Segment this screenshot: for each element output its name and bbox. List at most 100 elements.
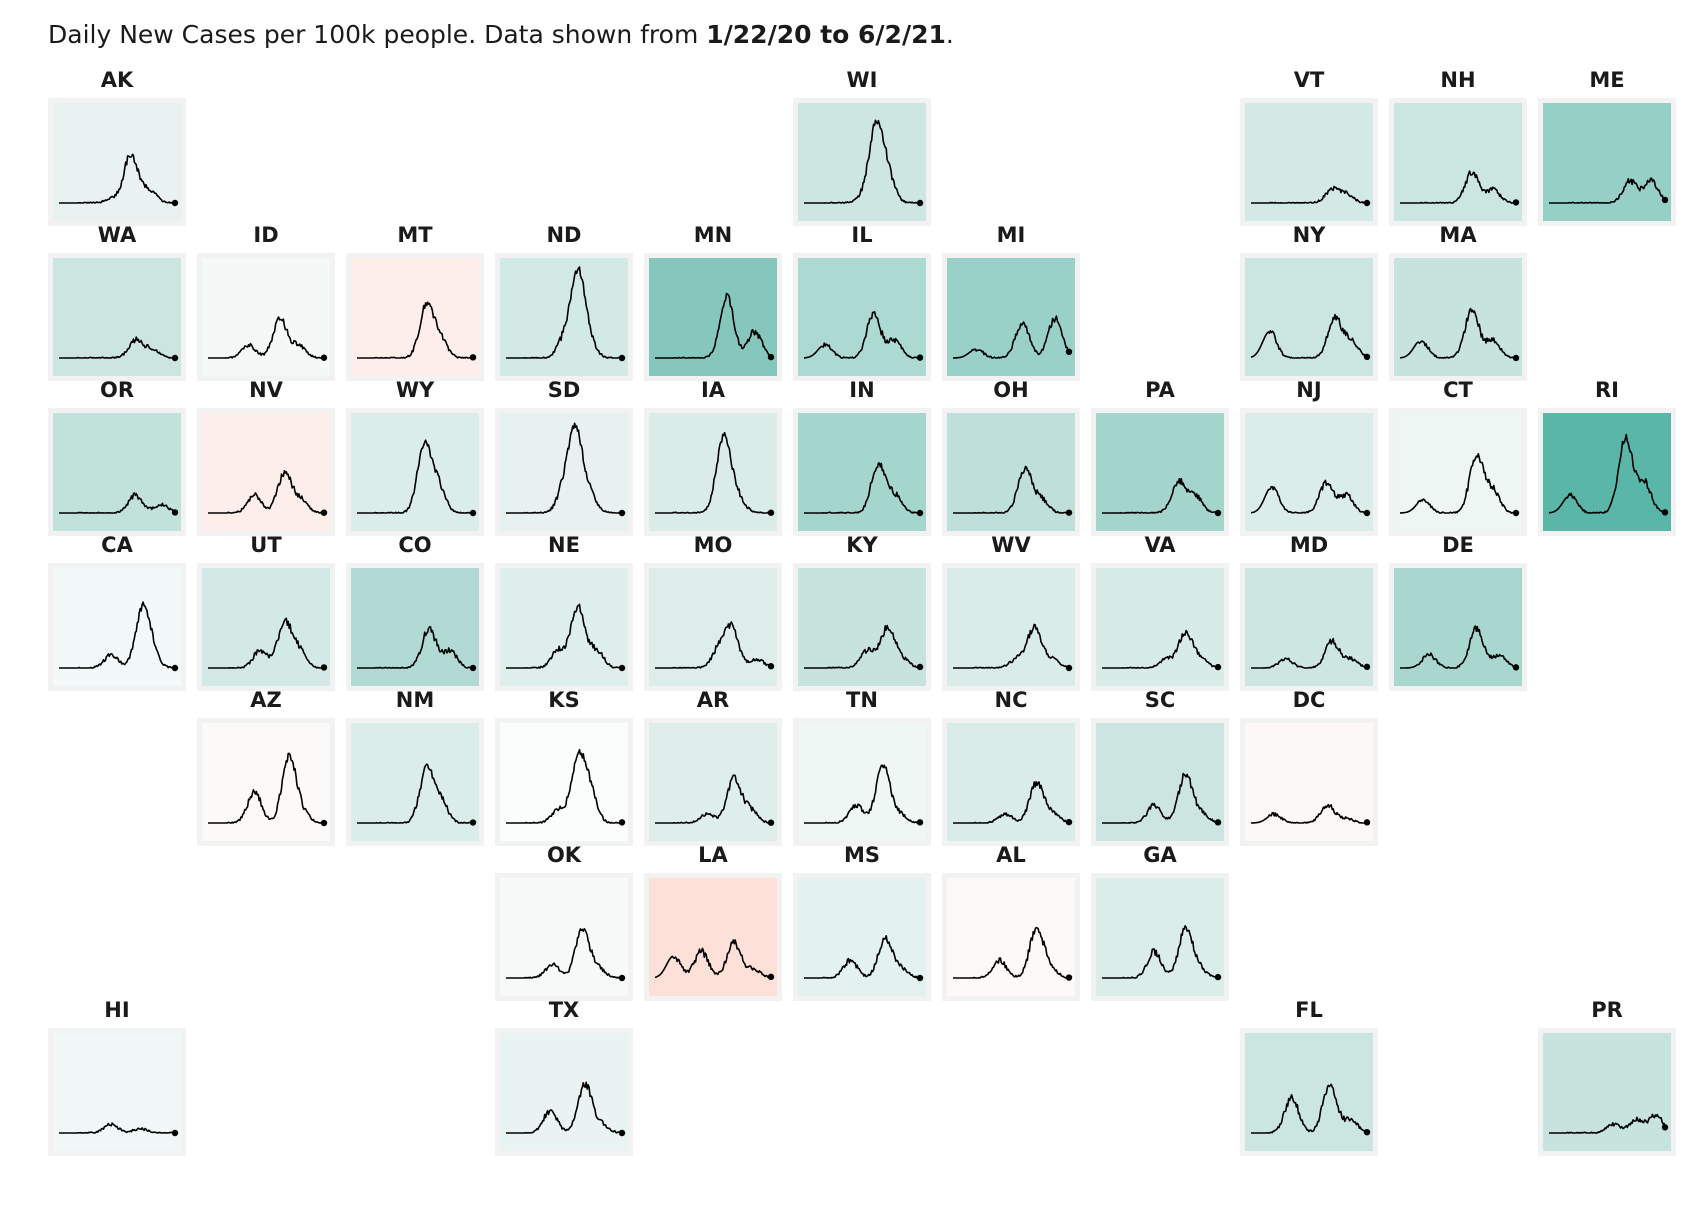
sparkline-al <box>942 873 1080 1001</box>
latest-point <box>469 509 477 517</box>
state-label: MT <box>397 223 433 247</box>
state-tile-id: ID <box>197 223 335 381</box>
state-label: PR <box>1591 998 1623 1022</box>
state-label: IL <box>851 223 873 247</box>
state-label: ME <box>1589 68 1625 92</box>
state-tile-in: IN <box>793 378 931 536</box>
state-label: WY <box>395 378 435 402</box>
cases-line <box>1549 1113 1666 1134</box>
latest-point <box>916 509 924 517</box>
cases-line <box>1102 925 1219 979</box>
state-tile-pr: PR <box>1538 998 1676 1156</box>
cases-line <box>804 934 921 979</box>
state-label: HI <box>104 998 130 1022</box>
state-label: WV <box>991 533 1031 557</box>
latest-point <box>171 354 179 362</box>
cases-line <box>953 623 1070 669</box>
state-tile-nd: ND <box>495 223 633 381</box>
latest-point <box>767 819 775 826</box>
cases-line <box>1400 452 1517 514</box>
cases-line <box>804 764 921 824</box>
tile-background <box>202 258 330 376</box>
tile-background <box>1245 723 1373 841</box>
tile-background <box>798 258 926 376</box>
tile-background <box>1096 878 1224 996</box>
state-tile-ca: CA <box>48 533 186 691</box>
latest-point <box>171 1129 179 1137</box>
tile-background <box>649 568 777 686</box>
cases-line <box>357 301 474 359</box>
state-label: NH <box>1440 68 1476 92</box>
state-tile-ne: NE <box>495 533 633 691</box>
sparkline-ms <box>793 873 931 1001</box>
cases-line <box>654 939 772 979</box>
tile-background <box>202 413 330 531</box>
tile-background <box>351 568 479 686</box>
cases-line <box>506 603 623 669</box>
sparkline-in <box>793 408 931 536</box>
sparkline-ne <box>495 563 633 691</box>
cases-line <box>1102 477 1218 514</box>
sparkline-la <box>644 873 782 1001</box>
latest-point <box>320 819 328 827</box>
sparkline-fl <box>1240 1028 1378 1156</box>
tile-background <box>1245 568 1373 686</box>
cases-line <box>1399 307 1517 359</box>
latest-point <box>618 664 626 672</box>
tile-background <box>1245 103 1373 221</box>
latest-point <box>320 509 328 516</box>
state-tile-al: AL <box>942 843 1080 1001</box>
sparkline-sd <box>495 408 633 536</box>
tile-background <box>649 878 777 996</box>
state-label: FL <box>1295 998 1323 1022</box>
tile-background <box>1543 413 1671 531</box>
tile-background <box>1096 568 1224 686</box>
state-label: NJ <box>1296 378 1322 402</box>
latest-point <box>1065 974 1073 981</box>
cases-line <box>357 763 474 824</box>
cases-line <box>59 336 176 359</box>
latest-point <box>1363 353 1371 361</box>
cases-line <box>1251 1083 1368 1134</box>
sparkline-ct <box>1389 408 1527 536</box>
cases-line <box>1250 803 1368 824</box>
state-label: VT <box>1293 68 1325 92</box>
cases-line <box>1102 629 1219 669</box>
state-label: NV <box>249 378 283 402</box>
tile-background <box>53 103 181 221</box>
cases-line <box>1251 185 1367 204</box>
state-tile-ny: NY <box>1240 223 1378 381</box>
latest-point <box>1065 509 1073 516</box>
title-suffix: . <box>945 20 954 49</box>
sparkline-ca <box>48 563 186 691</box>
sparkline-md <box>1240 563 1378 691</box>
state-label: IA <box>700 378 726 402</box>
state-tile-ks: KS <box>495 688 633 846</box>
latest-point <box>1512 354 1520 362</box>
cases-line <box>1548 433 1666 514</box>
state-label: KS <box>548 688 580 712</box>
latest-point <box>916 974 924 982</box>
state-tile-mt: MT <box>346 223 484 381</box>
sparkline-nd <box>495 253 633 381</box>
cases-line <box>59 601 176 669</box>
state-label: PA <box>1145 378 1175 402</box>
state-label: NE <box>548 533 580 557</box>
sparkline-ar <box>644 718 782 846</box>
latest-point <box>916 819 924 826</box>
state-label: NM <box>395 688 435 712</box>
state-tile-ct: CT <box>1389 378 1527 536</box>
latest-point <box>618 1129 626 1137</box>
cases-line <box>357 625 473 669</box>
sparkline-de <box>1389 563 1527 691</box>
latest-point <box>171 199 179 207</box>
tile-background <box>1245 258 1373 376</box>
latest-point <box>320 664 328 671</box>
state-tile-co: CO <box>346 533 484 691</box>
cases-line <box>208 617 325 669</box>
sparkline-id <box>197 253 335 381</box>
state-label: IN <box>849 378 875 402</box>
state-tile-az: AZ <box>197 688 335 846</box>
state-tile-ri: RI <box>1538 378 1676 536</box>
state-tile-or: OR <box>48 378 186 536</box>
